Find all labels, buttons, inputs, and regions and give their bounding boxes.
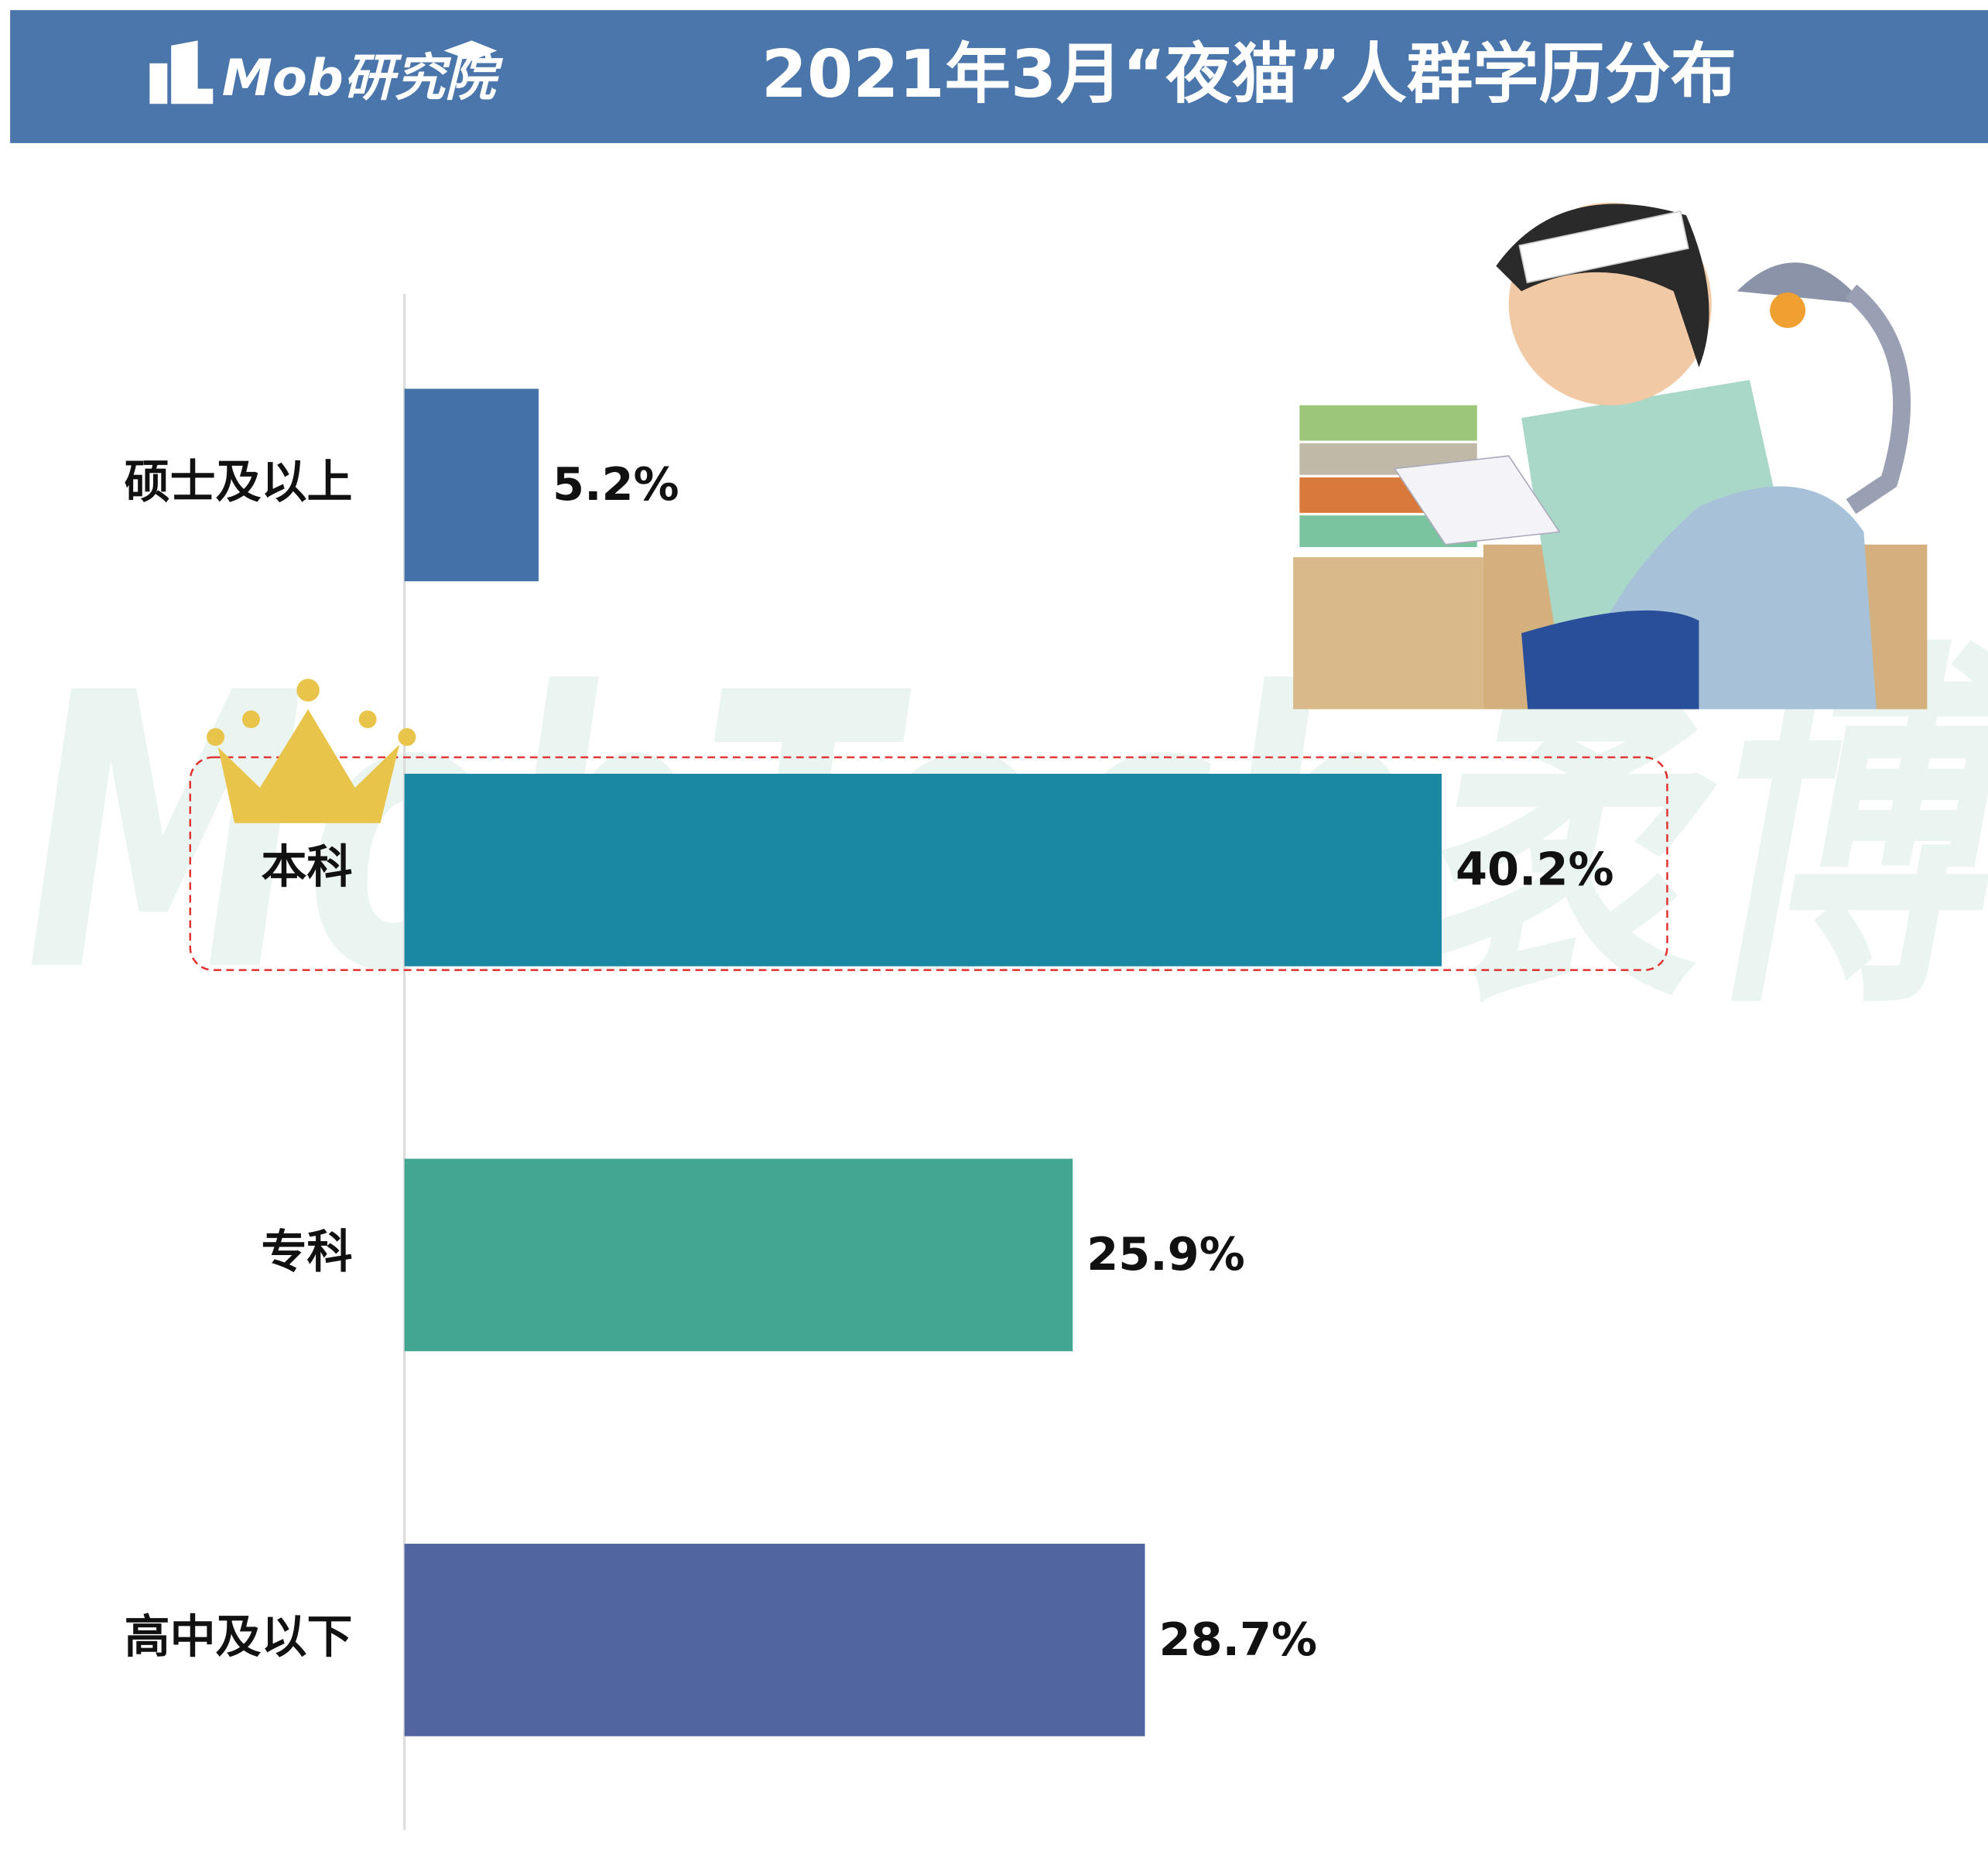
brand: Mob研究院 [222,49,504,108]
value-label: 40.2% [1456,843,1614,896]
illustration [1293,202,1928,710]
bar [404,773,1442,966]
bar [404,1544,1145,1736]
bar [404,388,539,582]
y-tick-label: 高中及以下 [125,1610,353,1664]
logo-icon [149,40,498,104]
highlight-box [189,756,1668,971]
chart-title: 2021年3月“夜猫”人群学历分布 [761,36,1737,113]
value-label: 5.2% [553,457,679,511]
crown [207,679,416,823]
y-tick-label: 专科 [262,1225,353,1278]
bar [404,1158,1073,1352]
value-label: 25.9% [1086,1227,1245,1281]
y-tick-label: 本科 [262,840,353,893]
value-label: 28.7% [1159,1613,1318,1666]
header-band [10,10,1988,143]
y-tick-label: 硕士及以上 [125,455,353,508]
